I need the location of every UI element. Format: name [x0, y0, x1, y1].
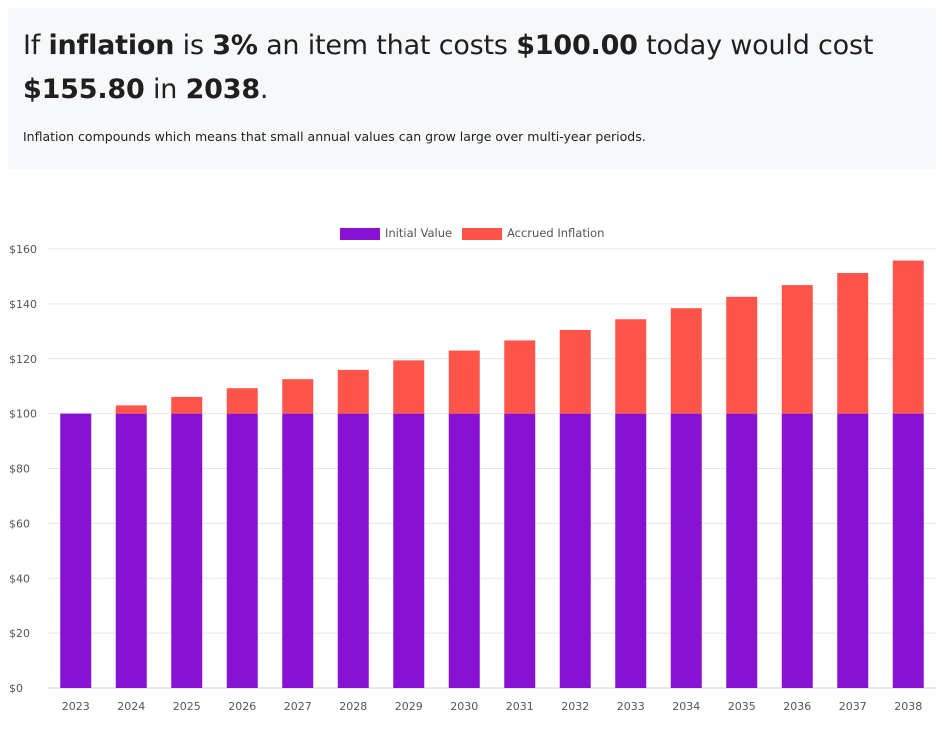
bar-accrued-inflation: [726, 296, 758, 414]
x-tick-label: 2030: [450, 700, 478, 713]
x-tick-label: 2029: [395, 700, 423, 713]
x-tick-label: 2024: [117, 700, 145, 713]
bar-initial-value: [615, 413, 647, 688]
bar-accrued-inflation: [393, 360, 425, 414]
y-tick-label: $40: [9, 572, 30, 585]
bar-accrued-inflation: [448, 350, 480, 414]
headline-text: .: [259, 74, 269, 105]
y-tick-label: $140: [9, 298, 37, 311]
bar-accrued-inflation: [559, 329, 591, 414]
bar-initial-value: [504, 413, 536, 688]
bar-accrued-inflation: [504, 340, 536, 414]
x-tick-label: 2036: [783, 700, 811, 713]
bar-initial-value: [393, 413, 425, 688]
bar-accrued-inflation: [171, 396, 203, 414]
bar-accrued-inflation: [670, 308, 702, 414]
bar-accrued-inflation: [837, 272, 869, 414]
headline-text: is: [174, 30, 213, 61]
x-tick-label: 2033: [617, 700, 645, 713]
bar-accrued-inflation: [615, 319, 647, 414]
bar-initial-value: [337, 413, 369, 688]
inflation-summary-card: If inflation is 3% an item that costs $1…: [8, 8, 936, 169]
inflation-rate: 3%: [212, 30, 258, 61]
bar-initial-value: [781, 413, 813, 688]
y-tick-label: $80: [9, 463, 30, 476]
bar-initial-value: [726, 413, 758, 688]
x-tick-label: 2023: [62, 700, 90, 713]
x-tick-label: 2026: [228, 700, 256, 713]
y-tick-label: $120: [9, 353, 37, 366]
bar-accrued-inflation: [781, 285, 813, 414]
headline: If inflation is 3% an item that costs $1…: [23, 24, 903, 112]
end-year: 2038: [185, 74, 261, 105]
legend-label: Initial Value: [385, 226, 452, 240]
x-tick-label: 2031: [506, 700, 534, 713]
x-tick-label: 2032: [561, 700, 589, 713]
headline-text: an item that costs: [257, 30, 517, 61]
bar-initial-value: [448, 413, 480, 688]
y-tick-label: $60: [9, 517, 30, 530]
y-tick-label: $20: [9, 627, 30, 640]
bar-accrued-inflation: [892, 260, 924, 414]
bar-initial-value: [892, 413, 924, 688]
bar-accrued-inflation: [115, 405, 147, 414]
y-tick-label: $0: [9, 682, 23, 695]
legend-label: Accrued Inflation: [507, 226, 604, 240]
y-tick-label: $100: [9, 408, 37, 421]
bar-accrued-inflation: [226, 388, 258, 414]
inflation-bar-chart: $0 $20 $40 $60 $80 $100 $120 $140 $160 2023 2024 20…: [9, 226, 936, 713]
legend-swatch: [462, 228, 502, 240]
headline-text: If: [23, 30, 49, 61]
subtext: Inflation compounds which means that sma…: [23, 129, 646, 144]
bar-initial-value: [837, 413, 869, 688]
bar-initial-value: [670, 413, 702, 688]
headline-text: today would cost: [637, 30, 874, 61]
bar-initial-value: [171, 413, 203, 688]
bar-initial-value: [115, 413, 147, 688]
headline-inflation: inflation: [48, 30, 175, 61]
bar-initial-value: [60, 413, 92, 688]
bar-initial-value: [226, 413, 258, 688]
x-tick-label: 2038: [894, 700, 922, 713]
end-amount: $155.80: [23, 74, 145, 105]
legend-swatch: [340, 228, 380, 240]
x-tick-label: 2034: [672, 700, 700, 713]
x-tick-label: 2025: [173, 700, 201, 713]
y-tick-label: $160: [9, 243, 37, 256]
x-tick-label: 2035: [728, 700, 756, 713]
bar-accrued-inflation: [282, 379, 314, 414]
bar-initial-value: [559, 413, 591, 688]
x-tick-label: 2028: [339, 700, 367, 713]
x-tick-label: 2037: [839, 700, 867, 713]
start-amount: $100.00: [516, 30, 638, 61]
x-tick-label: 2027: [284, 700, 312, 713]
bar-accrued-inflation: [337, 369, 369, 414]
bar-initial-value: [282, 413, 314, 688]
headline-text: in: [144, 74, 186, 105]
